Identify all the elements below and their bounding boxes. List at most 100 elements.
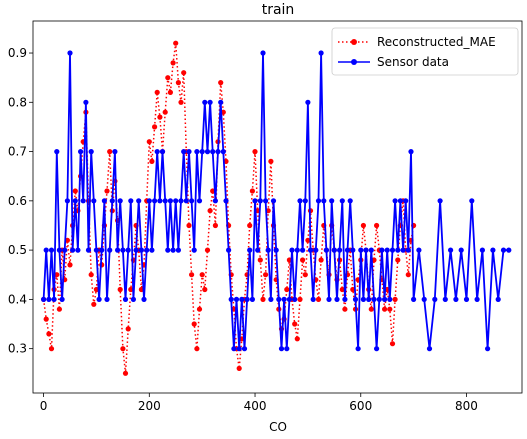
data-point [48, 247, 55, 253]
data-point [128, 286, 134, 293]
data-point [199, 149, 205, 155]
data-point [107, 247, 113, 253]
data-point [389, 247, 396, 253]
data-point [67, 262, 73, 268]
data-point [196, 306, 203, 312]
data-point [152, 198, 158, 204]
data-point [286, 296, 292, 302]
data-point [405, 247, 411, 253]
chart-title: train [262, 2, 295, 18]
data-point [337, 247, 343, 253]
data-point [189, 272, 195, 278]
data-point [165, 247, 171, 253]
data-point [207, 208, 213, 214]
data-point [93, 247, 99, 253]
data-point [263, 198, 269, 204]
data-point [355, 346, 361, 352]
data-point [191, 247, 197, 253]
data-point [56, 306, 63, 312]
data-point [218, 99, 224, 105]
data-point [48, 346, 55, 352]
data-point [323, 247, 329, 253]
legend-label-reconstructed: Reconstructed_MAE [377, 35, 496, 49]
data-point [315, 198, 322, 204]
data-point [191, 321, 197, 327]
data-point [167, 198, 173, 204]
data-point [51, 296, 57, 302]
data-point [416, 247, 422, 253]
data-point [302, 198, 308, 204]
data-point [331, 247, 337, 253]
data-point [120, 247, 126, 253]
data-point [297, 198, 303, 204]
data-point [43, 247, 49, 253]
data-point [194, 346, 200, 352]
data-point [342, 306, 348, 312]
data-point [175, 80, 181, 86]
data-point [249, 296, 255, 302]
data-point [247, 222, 253, 229]
data-point [339, 286, 345, 293]
data-point [307, 247, 314, 253]
data-point [162, 109, 168, 115]
data-point [88, 272, 94, 278]
data-point [46, 296, 52, 302]
y-tick-label: 0.9 [8, 46, 27, 60]
data-point [107, 149, 113, 155]
y-tick-label: 0.4 [8, 292, 27, 306]
data-point [479, 247, 485, 253]
data-point [138, 247, 144, 253]
data-point [469, 198, 475, 204]
data-point [474, 296, 480, 302]
data-point [506, 247, 512, 253]
data-point [392, 296, 398, 302]
data-point [75, 247, 81, 253]
data-point [202, 99, 208, 105]
series-sensor-data [41, 50, 512, 352]
data-point [395, 247, 401, 253]
data-point [117, 198, 123, 204]
data-point [411, 296, 417, 302]
data-point [236, 365, 242, 371]
data-point [284, 286, 290, 293]
data-point [260, 50, 266, 56]
data-point [257, 198, 263, 204]
data-point [276, 296, 282, 302]
data-point [122, 370, 129, 376]
data-point [136, 198, 142, 204]
data-point [334, 296, 340, 302]
y-tick-label: 0.8 [8, 95, 27, 109]
data-point [125, 247, 131, 253]
data-point [294, 247, 300, 253]
data-point [189, 198, 195, 204]
data-point [91, 301, 97, 307]
data-point [120, 346, 126, 352]
data-point [88, 149, 94, 155]
data-point [181, 70, 187, 76]
data-point [173, 198, 179, 204]
data-point [321, 198, 327, 204]
data-point [339, 198, 345, 204]
data-point [72, 198, 78, 204]
data-point [130, 296, 136, 302]
data-point [273, 247, 279, 253]
x-axis-label: CO [269, 420, 287, 434]
data-point [318, 257, 324, 263]
data-point [157, 114, 163, 120]
data-point [223, 198, 229, 204]
data-point [490, 247, 496, 253]
data-point [46, 331, 52, 337]
data-point [374, 222, 380, 229]
series-layer [41, 40, 512, 376]
data-point [376, 296, 382, 302]
y-tick-label: 0.6 [8, 194, 27, 208]
data-point [199, 272, 205, 278]
data-point [289, 247, 295, 253]
data-point [284, 346, 290, 352]
data-point [255, 247, 261, 253]
data-point [453, 296, 459, 302]
data-point [405, 272, 411, 278]
data-point [210, 149, 216, 155]
data-point [397, 198, 403, 204]
data-point [387, 296, 393, 302]
